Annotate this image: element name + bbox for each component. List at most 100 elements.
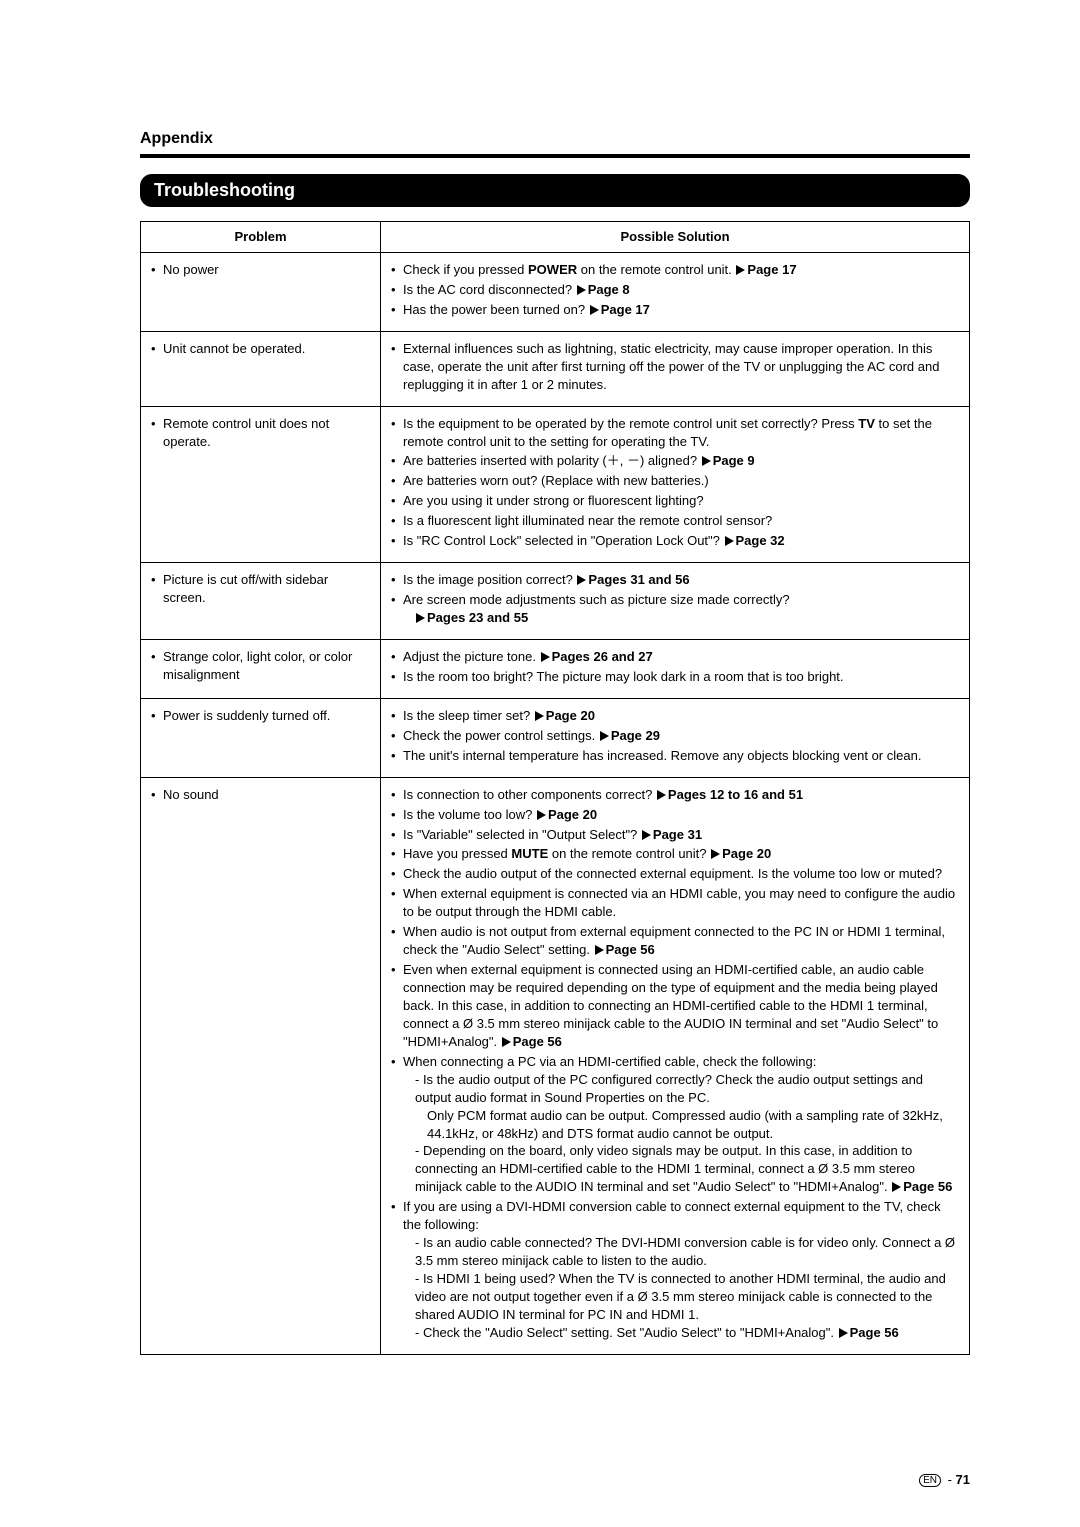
page-ref: Page 20 [722, 846, 771, 861]
solution-item: Are you using it under strong or fluores… [391, 492, 959, 510]
solution-item: Is connection to other components correc… [391, 786, 959, 804]
page-ref: Pages 23 and 55 [427, 610, 528, 625]
solution-item: When audio is not output from external e… [391, 923, 959, 959]
solution-item: When connecting a PC via an HDMI-certifi… [391, 1053, 959, 1197]
solution-cell: Is the sleep timer set? Page 20 Check the… [381, 698, 970, 777]
col-solution: Possible Solution [381, 222, 970, 253]
table-row: Power is suddenly turned off. Is the slee… [141, 698, 970, 777]
solution-text: Even when external equipment is connecte… [403, 962, 938, 1049]
problem-text: Power is suddenly turned off. [151, 707, 370, 725]
arrow-icon [502, 1037, 511, 1047]
problem-cell: Remote control unit does not operate. [141, 406, 381, 563]
solution-text: Is connection to other components correc… [403, 787, 803, 802]
footer-sep: - [944, 1472, 956, 1487]
problem-text: Unit cannot be operated. [151, 340, 370, 358]
solution-item: Check the power control settings. Page 2… [391, 727, 959, 745]
solution-text: Is a fluorescent light illuminated near … [403, 513, 772, 528]
solution-text: Has the power been turned on? Page 17 [403, 302, 650, 317]
arrow-icon [535, 711, 544, 721]
solution-subitem: - Is HDMI 1 being used? When the TV is c… [403, 1270, 959, 1324]
page-ref: Page 17 [747, 262, 796, 277]
solution-item: Is the room too bright? The picture may … [391, 668, 959, 686]
page-ref: Page 20 [546, 708, 595, 723]
arrow-icon [416, 613, 425, 623]
solution-item: Are screen mode adjustments such as pict… [391, 591, 959, 627]
table-row: Unit cannot be operated. External influen… [141, 331, 970, 406]
solution-cell: Check if you pressed POWER on the remote… [381, 252, 970, 331]
arrow-icon [657, 790, 666, 800]
solution-text: Is the sleep timer set? Page 20 [403, 708, 595, 723]
arrow-icon [541, 652, 550, 662]
page-ref: Page 9 [713, 453, 755, 468]
solution-text: When external equipment is connected via… [403, 886, 955, 919]
page-ref: Page 56 [850, 1325, 899, 1340]
page-footer: EN - 71 [919, 1472, 970, 1487]
arrow-icon [892, 1182, 901, 1192]
section-title: Troubleshooting [140, 174, 970, 207]
solution-item: Is the volume too low? Page 20 [391, 806, 959, 824]
problem-cell: Power is suddenly turned off. [141, 698, 381, 777]
solution-item: Is the equipment to be operated by the r… [391, 415, 959, 451]
solution-subitem: - Is the audio output of the PC configur… [403, 1071, 959, 1107]
problem-cell: Picture is cut off/with sidebar screen. [141, 563, 381, 640]
page-ref: Page 8 [588, 282, 630, 297]
col-problem: Problem [141, 222, 381, 253]
solution-item: Is the AC cord disconnected? Page 8 [391, 281, 959, 299]
arrow-icon [537, 810, 546, 820]
solution-subitem: - Is an audio cable connected? The DVI-H… [403, 1234, 959, 1270]
solution-item: Is the sleep timer set? Page 20 [391, 707, 959, 725]
problem-text: No sound [151, 786, 370, 804]
solution-text: Check the power control settings. Page 2… [403, 728, 660, 743]
solution-item: Check the audio output of the connected … [391, 865, 959, 883]
solution-subitem: - Depending on the board, only video sig… [403, 1142, 959, 1196]
table-row: Remote control unit does not operate. Is … [141, 406, 970, 563]
solution-item: Is "Variable" selected in "Output Select… [391, 826, 959, 844]
solution-cell: External influences such as lightning, s… [381, 331, 970, 406]
solution-text: Is "RC Control Lock" selected in "Operat… [403, 533, 785, 548]
solution-text: Is the image position correct? Pages 31 … [403, 572, 690, 587]
solution-text: When audio is not output from external e… [403, 924, 945, 957]
footer-lang: EN [919, 1474, 941, 1487]
arrow-icon [577, 575, 586, 585]
table-row: No powerCheck if you pressed POWER on th… [141, 252, 970, 331]
footer-page-number: 71 [956, 1472, 970, 1487]
page-ref: Page 31 [653, 827, 702, 842]
page-ref: Pages 31 and 56 [588, 572, 689, 587]
arrow-icon [642, 830, 651, 840]
problem-cell: No sound [141, 777, 381, 1354]
solution-item: Are batteries inserted with polarity (＋,… [391, 452, 959, 470]
solution-item: External influences such as lightning, s… [391, 340, 959, 394]
problem-cell: Strange color, light color, or color mis… [141, 639, 381, 698]
solution-text: Are batteries inserted with polarity (＋,… [403, 453, 755, 468]
solution-item: Have you pressed MUTE on the remote cont… [391, 845, 959, 863]
solution-item: Check if you pressed POWER on the remote… [391, 261, 959, 279]
arrow-icon [711, 849, 720, 859]
arrow-icon [725, 536, 734, 546]
solution-item: Is the image position correct? Pages 31 … [391, 571, 959, 589]
solution-text: Check if you pressed POWER on the remote… [403, 262, 797, 277]
table-header-row: Problem Possible Solution [141, 222, 970, 253]
solution-item: Are batteries worn out? (Replace with ne… [391, 472, 959, 490]
page-ref: Pages 26 and 27 [552, 649, 653, 664]
table-row: No sound Is connection to other component… [141, 777, 970, 1354]
heading-rule [140, 154, 970, 158]
solution-text: Is the volume too low? Page 20 [403, 807, 597, 822]
solution-cell: Is the image position correct? Pages 31 … [381, 563, 970, 640]
solution-text: Is "Variable" selected in "Output Select… [403, 827, 702, 842]
solution-item: Has the power been turned on? Page 17 [391, 301, 959, 319]
page-ref: Page 32 [736, 533, 785, 548]
arrow-icon [839, 1328, 848, 1338]
page-ref: Page 56 [513, 1034, 562, 1049]
problem-text: Remote control unit does not operate. [151, 415, 370, 451]
solution-item: If you are using a DVI-HDMI conversion c… [391, 1198, 959, 1342]
arrow-icon [600, 731, 609, 741]
solution-text: Is the equipment to be operated by the r… [403, 416, 932, 449]
page-ref: Page 56 [903, 1179, 952, 1194]
page-ref: Page 29 [611, 728, 660, 743]
troubleshooting-table: Problem Possible Solution No powerCheck … [140, 221, 970, 1355]
problem-text: Picture is cut off/with sidebar screen. [151, 571, 370, 607]
solution-item: Even when external equipment is connecte… [391, 961, 959, 1051]
page-ref: Page 56 [606, 942, 655, 957]
solution-item: When external equipment is connected via… [391, 885, 959, 921]
solution-item: Is a fluorescent light illuminated near … [391, 512, 959, 530]
